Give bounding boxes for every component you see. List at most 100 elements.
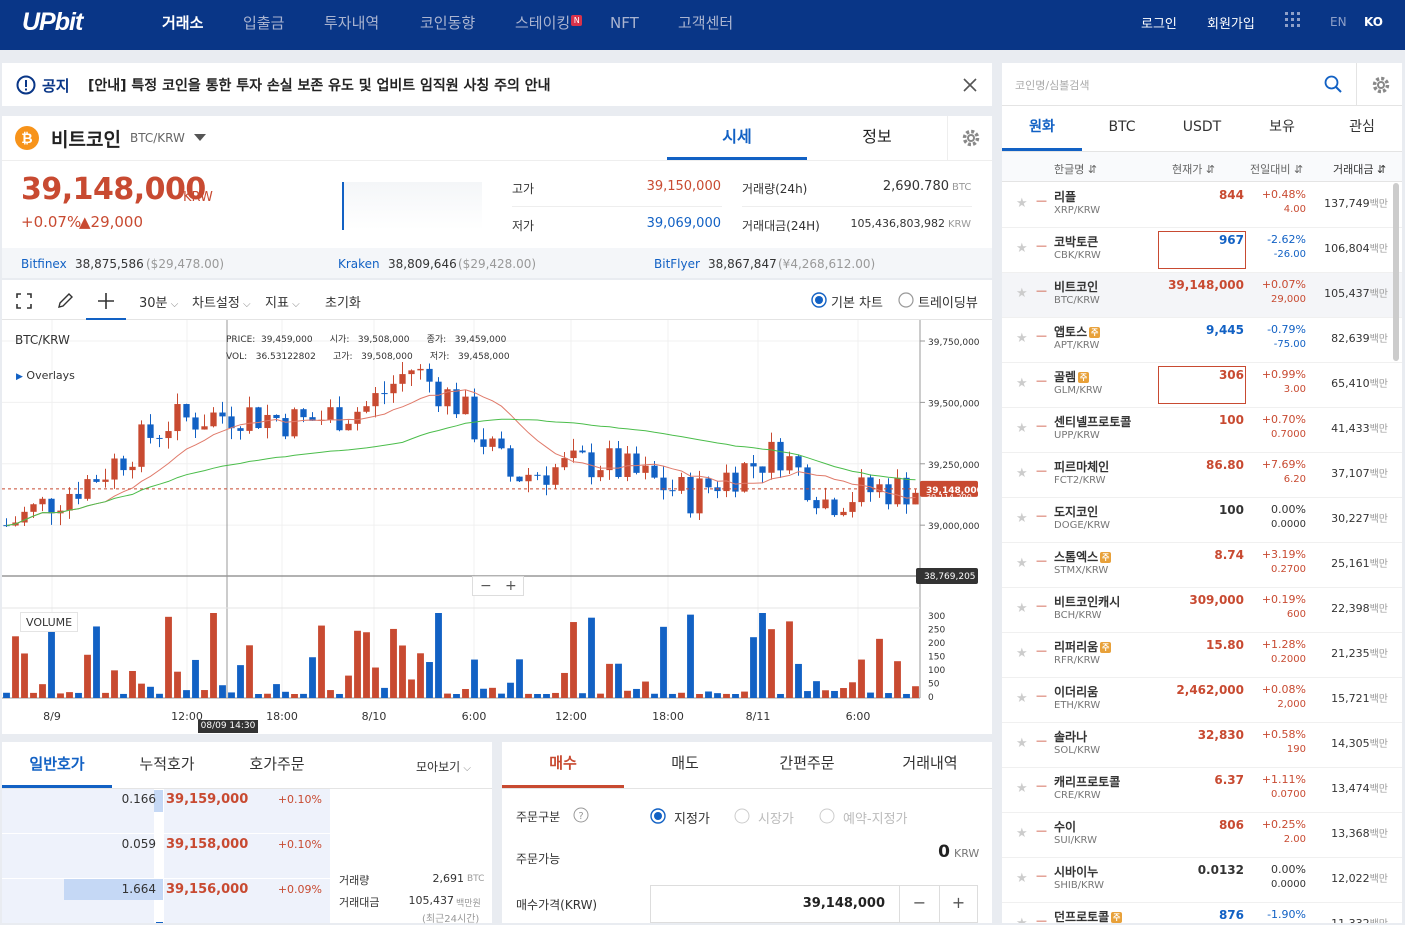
- col-change[interactable]: 전일대비 ⇵: [1250, 163, 1304, 176]
- lang-en[interactable]: EN: [1330, 15, 1347, 29]
- market-row[interactable]: ★ — 솔라나 SOL/KRW 32,830 +0.58% 190 14,305백만: [1002, 723, 1402, 768]
- tab-history[interactable]: 거래내역: [902, 754, 958, 772]
- market-row[interactable]: ★ — 캐리프로토콜 CRE/KRW 6.37 +1.11% 0.0700 13,474백만: [1002, 768, 1402, 813]
- order-type-limit[interactable]: 지정가: [674, 812, 710, 827]
- help-icon[interactable]: ?: [573, 807, 589, 823]
- col-name[interactable]: 한글명 ⇵: [1054, 163, 1098, 176]
- market-row[interactable]: ★ — 피르마체인 FCT2/KRW 86.80 +7.69% 6.20 37,107백만: [1002, 453, 1402, 498]
- price-plus-button[interactable]: +: [939, 886, 977, 922]
- market-row[interactable]: ★—던프로토콜주DAWN/KRW876-1.90%11,332백만: [1002, 903, 1402, 923]
- tab-order[interactable]: 호가주문: [249, 755, 305, 773]
- star-icon[interactable]: ★: [1016, 556, 1028, 571]
- radio-icon[interactable]: [819, 808, 835, 824]
- lang-ko[interactable]: KO: [1364, 15, 1383, 29]
- tab-cumulative[interactable]: 누적호가: [139, 755, 195, 773]
- market-row[interactable]: ★ — 도지코인 DOGE/KRW 100 0.00% 0.0000 30,227백만: [1002, 498, 1402, 543]
- view-mode-select[interactable]: 모아보기 ⌵: [416, 760, 471, 774]
- tab-orderbook[interactable]: 일반호가: [2, 742, 112, 788]
- coin-settings[interactable]: [947, 116, 992, 160]
- star-icon[interactable]: ★: [1016, 421, 1028, 436]
- market-tab-btc[interactable]: BTC: [1108, 119, 1136, 135]
- star-icon[interactable]: ★: [1016, 466, 1028, 481]
- nav-customer-center[interactable]: 고객센터: [678, 14, 734, 32]
- market-row[interactable]: ★ — 골렘 주 GLM/KRW 306 +0.99% 3.00 65,410백만: [1002, 363, 1402, 408]
- exchange-name[interactable]: BitFlyer: [654, 257, 700, 271]
- star-icon[interactable]: ★: [1016, 601, 1028, 616]
- login-link[interactable]: 로그인: [1141, 17, 1177, 32]
- col-volume[interactable]: 거래대금 ⇵: [1333, 163, 1387, 176]
- upbit-logo[interactable]: UPbit: [22, 8, 83, 36]
- star-icon[interactable]: ★: [1016, 826, 1028, 841]
- buy-price-field[interactable]: 39,148,000 − +: [650, 885, 978, 923]
- radio-checked-icon[interactable]: [650, 808, 666, 824]
- tab-info[interactable]: 정보: [862, 127, 892, 146]
- exchange-name[interactable]: Bitfinex: [21, 257, 67, 271]
- nav-exchange[interactable]: 거래소: [162, 14, 204, 32]
- star-icon[interactable]: ★: [1016, 241, 1028, 256]
- star-icon[interactable]: ★: [1016, 871, 1028, 886]
- indicator-select[interactable]: 지표 ⌵: [265, 296, 300, 311]
- basic-chart-label[interactable]: 기본 차트: [831, 296, 883, 311]
- market-row[interactable]: ★ — 리플 XRP/KRW 844 +0.48% 4.00 137,749백만: [1002, 183, 1402, 228]
- interval-select[interactable]: 30분 ⌵: [139, 296, 179, 311]
- app-grid-icon[interactable]: [1285, 12, 1301, 28]
- market-settings[interactable]: [1356, 63, 1402, 106]
- reset-button[interactable]: 초기화: [325, 296, 361, 311]
- market-tab-favorites[interactable]: 관심: [1349, 119, 1375, 135]
- orderbook-row[interactable]: 0.059 39,158,000 +0.10%: [2, 834, 330, 879]
- tab-sell[interactable]: 매도: [671, 754, 699, 772]
- scrollbar[interactable]: [1393, 183, 1399, 361]
- col-price[interactable]: 현재가 ⇵: [1172, 163, 1216, 176]
- market-row[interactable]: ★ — 리퍼리움 주 RFR/KRW 15.80 +1.28% 0.2000 21,235백만: [1002, 633, 1402, 678]
- zoom-in-button[interactable]: +: [505, 578, 517, 594]
- star-icon[interactable]: ★: [1016, 376, 1028, 391]
- market-row[interactable]: ★ — 비트코인캐시 BCH/KRW 309,000 +0.19% 600 22,398백만: [1002, 588, 1402, 633]
- radio-icon[interactable]: [734, 808, 750, 824]
- crosshair-tool[interactable]: [86, 280, 126, 320]
- star-icon[interactable]: ★: [1016, 691, 1028, 706]
- nav-nft[interactable]: NFT: [610, 14, 639, 32]
- market-row[interactable]: ★ — 수이 SUI/KRW 806 +0.25% 2.00 13,368백만: [1002, 813, 1402, 858]
- market-row[interactable]: ★ — 스톰엑스 주 STMX/KRW 8.74 +3.19% 0.2700 25,161백만: [1002, 543, 1402, 588]
- chevron-down-icon[interactable]: [193, 133, 207, 142]
- search-icon[interactable]: [1324, 75, 1342, 93]
- order-type-reserve[interactable]: 예약-지정가: [843, 812, 908, 827]
- star-icon[interactable]: ★: [1016, 916, 1028, 923]
- notice-text[interactable]: [안내] 특정 코인을 통한 투자 손실 보존 유도 및 업비트 임직원 사칭 …: [88, 78, 551, 94]
- price-chart[interactable]: 39,750,000 39,500,000 39,250,000 39,000,000…: [2, 320, 992, 734]
- market-row[interactable]: ★ — 시바이누 SHIB/KRW 0.0132 0.00% 0.0000 12,022백만: [1002, 858, 1402, 903]
- order-type-market[interactable]: 시장가: [758, 812, 794, 827]
- nav-deposit[interactable]: 입출금: [243, 14, 285, 32]
- pencil-icon[interactable]: [56, 292, 74, 310]
- fullscreen-icon[interactable]: [16, 293, 32, 309]
- nav-staking[interactable]: 스테이킹 N: [515, 12, 583, 34]
- radio-checked-icon[interactable]: [811, 292, 827, 308]
- exchange-name[interactable]: Kraken: [338, 257, 380, 271]
- zoom-out-button[interactable]: −: [480, 578, 492, 594]
- signup-link[interactable]: 회원가입: [1207, 17, 1255, 32]
- market-tab-holdings[interactable]: 보유: [1269, 119, 1295, 135]
- market-row[interactable]: ★ — 코박토큰 CBK/KRW 967 -2.62% -26.00 106,804백만: [1002, 228, 1402, 273]
- market-tab-usdt[interactable]: USDT: [1182, 119, 1222, 135]
- tab-buy[interactable]: 매수: [502, 742, 624, 788]
- star-icon[interactable]: ★: [1016, 511, 1028, 526]
- orderbook-row[interactable]: 0.166 39,159,000 +0.10%: [2, 789, 330, 834]
- tab-quick-order[interactable]: 간편주문: [779, 754, 835, 772]
- nav-coin-trends[interactable]: 코인동향: [420, 14, 476, 32]
- market-row[interactable]: ★ — 이더리움 ETH/KRW 2,462,000 +0.08% 2,000 15,721백…: [1002, 678, 1402, 723]
- orderbook-row[interactable]: 1.664 39,156,000 +0.09%: [2, 879, 330, 923]
- market-row[interactable]: ★ — 앱토스 주 APT/KRW 9,445 -0.79% -75.00 82,639백만: [1002, 318, 1402, 363]
- close-icon[interactable]: [963, 78, 977, 92]
- overlays-toggle[interactable]: ▶ Overlays: [16, 369, 75, 382]
- chart-settings[interactable]: 차트설정 ⌵: [192, 296, 251, 311]
- market-row[interactable]: ★ — 센티넬프로토콜 UPP/KRW 100 +0.70% 0.7000 41,433백만: [1002, 408, 1402, 453]
- tab-price[interactable]: 시세: [667, 116, 807, 160]
- market-row[interactable]: ★ — 비트코인 BTC/KRW 39,148,000 +0.07% 29,000 105,4…: [1002, 273, 1402, 318]
- star-icon[interactable]: ★: [1016, 286, 1028, 301]
- star-icon[interactable]: ★: [1016, 196, 1028, 211]
- tradingview-label[interactable]: 트레이딩뷰: [918, 296, 978, 311]
- price-minus-button[interactable]: −: [899, 886, 939, 922]
- market-tab-krw[interactable]: 원화: [1002, 107, 1082, 151]
- star-icon[interactable]: ★: [1016, 736, 1028, 751]
- star-icon[interactable]: ★: [1016, 331, 1028, 346]
